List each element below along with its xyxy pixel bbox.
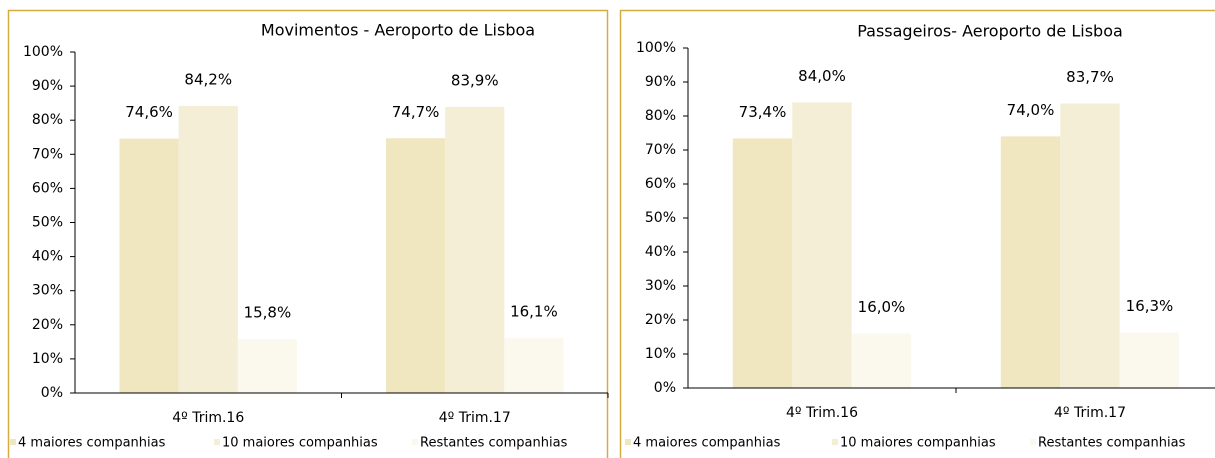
data-label: 74,6% <box>125 103 173 121</box>
data-label: 84,0% <box>798 67 846 85</box>
bar <box>445 106 505 393</box>
bar <box>178 105 238 394</box>
y-tick-label: 80% <box>32 112 63 128</box>
y-tick-label: 0% <box>41 385 63 401</box>
data-label: 73,4% <box>739 103 787 121</box>
bar <box>1060 103 1120 389</box>
y-tick-label: 30% <box>32 283 63 299</box>
chart-title: Passageiros- Aeroporto de Lisboa <box>857 22 1123 41</box>
bar <box>732 138 793 388</box>
y-tick-label: 100% <box>636 40 676 56</box>
y-tick-label: 70% <box>32 146 63 162</box>
y-tick-label: 100% <box>23 44 63 60</box>
y-tick-label: 30% <box>645 278 676 294</box>
x-tick-label: 4º Trim.16 <box>786 405 858 421</box>
x-tick-label: 4º Trim.17 <box>439 410 511 426</box>
legend-swatch <box>10 439 16 445</box>
legend-swatch <box>214 439 220 445</box>
data-label: 16,0% <box>858 298 906 316</box>
y-tick-label: 10% <box>645 346 676 362</box>
y-tick-label: 60% <box>32 180 63 196</box>
y-tick-label: 50% <box>32 215 63 231</box>
bar <box>1000 136 1061 388</box>
y-tick-label: 20% <box>645 312 676 328</box>
y-tick-label: 40% <box>645 244 676 260</box>
y-tick-label: 80% <box>645 108 676 124</box>
legend-swatch <box>625 439 631 445</box>
data-label: 15,8% <box>244 304 292 322</box>
legend-swatch <box>1030 439 1036 445</box>
data-label: 16,3% <box>1126 297 1174 315</box>
chart-frame <box>7 9 609 458</box>
chart-frame <box>619 9 1215 458</box>
bar <box>237 339 297 393</box>
y-tick-label: 90% <box>32 78 63 94</box>
chart-title: Movimentos - Aeroporto de Lisboa <box>261 21 535 40</box>
y-tick-label: 20% <box>32 317 63 333</box>
legend-label: 10 maiores companhias <box>840 436 996 451</box>
bar <box>119 138 179 393</box>
legend-label: Restantes companhias <box>420 436 568 451</box>
y-tick-label: 40% <box>32 249 63 265</box>
data-label: 16,1% <box>510 303 558 321</box>
x-tick-label: 4º Trim.16 <box>172 410 244 426</box>
y-tick-label: 70% <box>645 142 676 158</box>
x-tick-label: 4º Trim.17 <box>1054 405 1126 421</box>
legend-label: Restantes companhias <box>1038 436 1186 451</box>
y-tick-label: 50% <box>645 210 676 226</box>
legend-label: 10 maiores companhias <box>222 436 378 451</box>
y-tick-label: 60% <box>645 176 676 192</box>
bar <box>792 102 852 389</box>
data-label: 74,0% <box>1007 101 1055 119</box>
bar <box>386 138 446 393</box>
y-tick-label: 10% <box>32 351 63 367</box>
data-label: 83,7% <box>1066 68 1114 86</box>
legend-swatch <box>832 439 838 445</box>
data-label: 83,9% <box>451 71 499 89</box>
data-label: 84,2% <box>184 70 232 88</box>
y-tick-label: 90% <box>645 74 676 90</box>
bar <box>851 333 912 388</box>
y-tick-label: 0% <box>654 380 676 396</box>
legend-swatch <box>412 439 418 445</box>
bar <box>504 338 564 393</box>
data-label: 74,7% <box>392 103 440 121</box>
legend-label: 4 maiores companhias <box>18 436 166 451</box>
bar <box>1119 332 1180 388</box>
legend-label: 4 maiores companhias <box>633 436 781 451</box>
